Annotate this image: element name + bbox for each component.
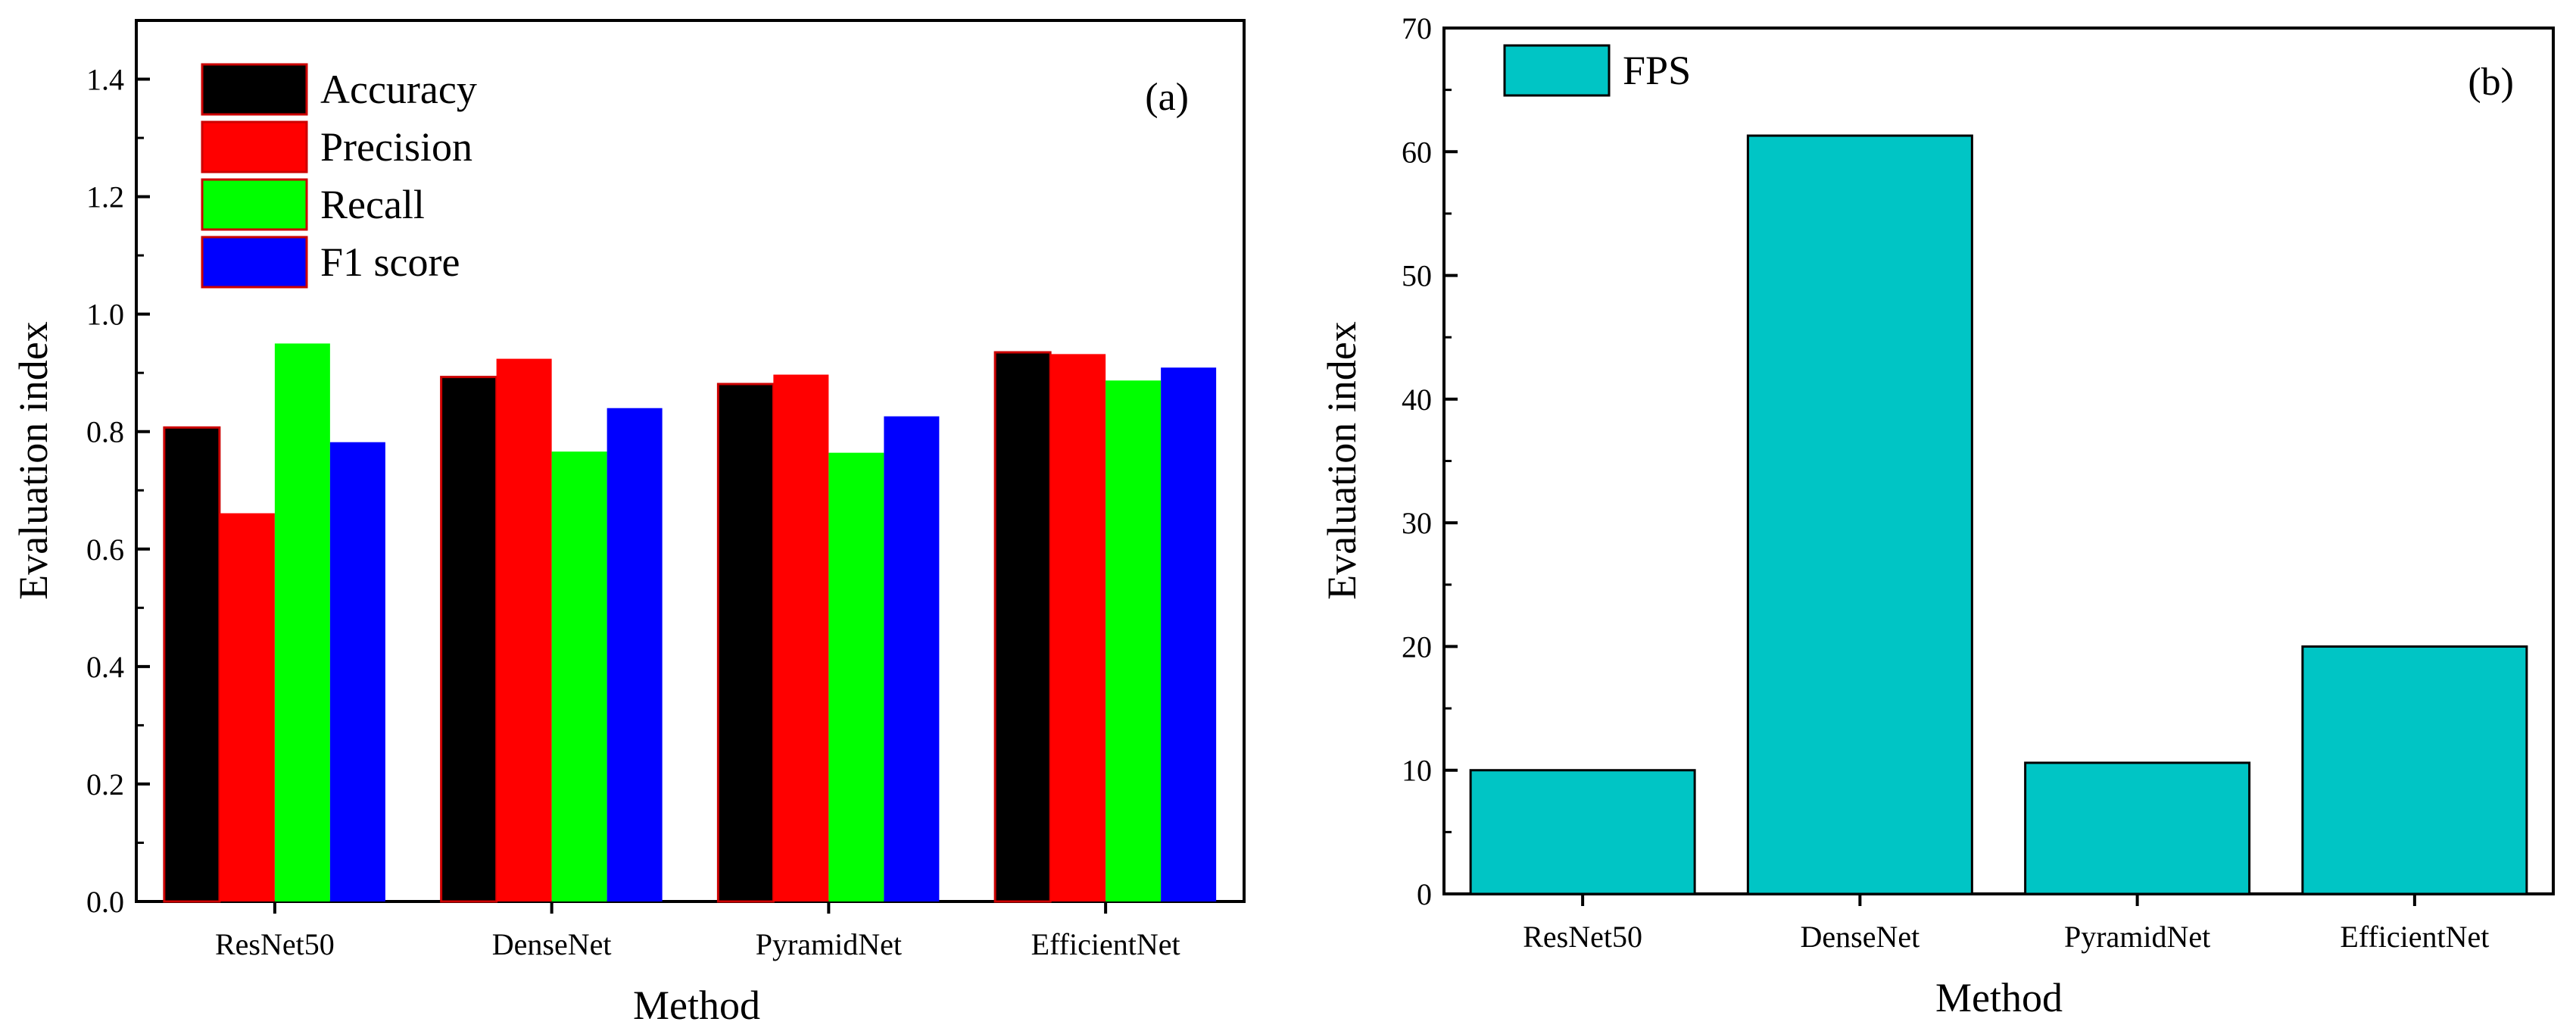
- bar-f1-score-pyramidnet: [884, 416, 940, 901]
- x-tick-label: PyramidNet: [756, 927, 902, 961]
- legend-swatch: [1503, 44, 1611, 97]
- y-tick-label: 0.6: [86, 533, 124, 567]
- legend-label: FPS: [1623, 48, 1691, 93]
- plot-frame-a: [135, 19, 1246, 903]
- y-tick-label: 1.0: [86, 298, 124, 332]
- legend-swatch: [201, 236, 308, 289]
- bar-recall-pyramidnet: [828, 452, 884, 901]
- legend-a: Accuracy Precision Recall F1 score: [201, 63, 477, 289]
- y-tick-label: 0.4: [86, 650, 124, 684]
- x-tick-label: EfficientNet: [1031, 927, 1180, 961]
- bar-fps-densenet: [1746, 134, 1973, 895]
- chart-panel-b: 0 10 20 30 40 50 60 70 ResNet50 DenseNet PyramidN…: [1319, 11, 2555, 1020]
- y-tick-label: 60: [1402, 135, 1432, 169]
- x-tick-label: PyramidNet: [2064, 920, 2210, 954]
- x-tick-label: ResNet50: [215, 927, 335, 961]
- bar-recall-densenet: [551, 452, 607, 901]
- bar-precision-pyramidnet: [773, 374, 829, 901]
- chart-panel-a: 0.0 0.2 0.4 0.6 0.8 1.0 1.2 1.4 ResNet50 DenseNe…: [11, 19, 1246, 1028]
- x-tick-label: ResNet50: [1523, 920, 1642, 954]
- x-axis-b: ResNet50 DenseNet PyramidNet EfficientNet: [1523, 894, 2489, 954]
- bar-precision-resnet50: [219, 513, 275, 901]
- legend-b: FPS: [1503, 44, 1691, 97]
- legend-label: Precision: [320, 124, 472, 170]
- y-axis-title-b: Evaluation index: [1319, 321, 1364, 599]
- bar-f1-score-efficientnet: [1161, 367, 1217, 901]
- y-tick-label: 30: [1402, 506, 1432, 540]
- bar-recall-resnet50: [274, 343, 330, 901]
- y-tick-label: 50: [1402, 259, 1432, 293]
- y-tick-label: 1.4: [86, 63, 124, 97]
- bars-b: [1469, 134, 2528, 895]
- legend-label: F1 score: [320, 239, 460, 285]
- panel-label-a: (a): [1145, 76, 1189, 119]
- y-tick-label: 40: [1402, 383, 1432, 417]
- y-tick-label: 70: [1402, 11, 1432, 45]
- x-tick-label: DenseNet: [1801, 920, 1920, 954]
- legend-swatch: [201, 63, 308, 116]
- panel-label-b: (b): [2468, 61, 2514, 104]
- x-axis-title-b: Method: [1935, 975, 2063, 1020]
- bar-precision-efficientnet: [1050, 354, 1106, 901]
- bar-recall-efficientnet: [1106, 380, 1162, 902]
- bar-precision-densenet: [496, 358, 552, 901]
- y-tick-label: 0: [1417, 877, 1432, 911]
- bar-f1-score-densenet: [607, 408, 663, 901]
- y-tick-label: 0.2: [86, 767, 124, 801]
- legend-label: Recall: [320, 182, 425, 227]
- x-tick-label: DenseNet: [492, 927, 612, 961]
- x-tick-label: EfficientNet: [2340, 920, 2489, 954]
- y-axis-title-a: Evaluation index: [11, 321, 56, 599]
- bars-a: [163, 343, 1217, 903]
- x-axis-title-a: Method: [633, 983, 760, 1028]
- y-tick-label: 0.0: [86, 885, 124, 919]
- y-axis-a: 0.0 0.2 0.4 0.6 0.8 1.0 1.2 1.4: [86, 63, 150, 919]
- y-tick-label: 1.2: [86, 180, 124, 214]
- legend-swatch: [201, 120, 308, 173]
- y-axis-b: 0 10 20 30 40 50 60 70: [1402, 11, 1458, 911]
- y-tick-label: 20: [1402, 630, 1432, 664]
- bar-accuracy-densenet: [440, 376, 498, 903]
- legend-label: Accuracy: [320, 67, 477, 112]
- bar-f1-score-resnet50: [329, 442, 385, 901]
- bar-fps-resnet50: [1469, 769, 1696, 895]
- bar-fps-pyramidnet: [2024, 761, 2251, 895]
- bar-accuracy-efficientnet: [993, 351, 1052, 903]
- legend-swatch: [201, 178, 308, 231]
- x-axis-a: ResNet50 DenseNet PyramidNet EfficientNet: [215, 901, 1180, 961]
- y-tick-label: 0.8: [86, 415, 124, 449]
- y-tick-label: 10: [1402, 754, 1432, 788]
- bar-accuracy-pyramidnet: [716, 383, 775, 903]
- bar-fps-efficientnet: [2301, 645, 2528, 895]
- bar-accuracy-resnet50: [163, 426, 221, 903]
